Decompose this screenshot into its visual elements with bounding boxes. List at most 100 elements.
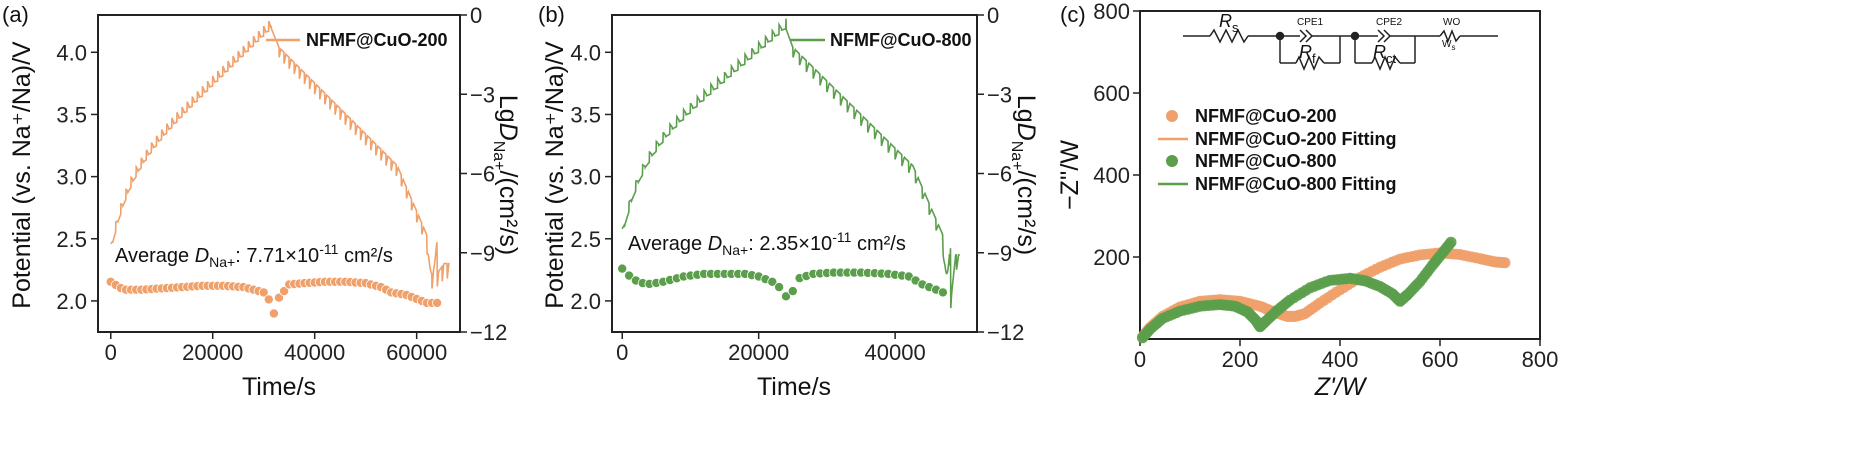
circuit-rs-label: Rs (1219, 11, 1239, 35)
panel-a-potential-curve (110, 20, 450, 289)
panel-a-legend-label: NFMF@CuO-200 (306, 30, 448, 50)
panel-b-average-annotation: Average DNa+: 2.35×10-11 cm²/s (628, 229, 906, 258)
x-tick-label: 20000 (182, 340, 243, 365)
panel-a-label: (a) (2, 2, 29, 27)
panel-c-x-ticks: 0 200 400 600 800 (1134, 339, 1558, 372)
left-y-tick-label: 3.5 (570, 102, 601, 127)
x-tick-label: 40000 (865, 340, 926, 365)
diffusion-point (787, 286, 798, 297)
panel-a-left-y-ticks: 2.0 2.5 3.0 3.5 4.0 (56, 40, 98, 314)
x-tick-label: 40000 (284, 340, 345, 365)
panel-a-x-axis-label: Time/s (242, 373, 316, 401)
left-y-tick-label: 2.5 (570, 227, 601, 252)
x-tick-label: 20000 (728, 340, 789, 365)
nyquist-series-cuo-200 (1137, 247, 1511, 343)
right-y-tick-label: −12 (987, 320, 1024, 345)
panel-c: (c) 0 200 400 600 800 200 400 600 800 Z'/W −Z''… (1056, 0, 1558, 401)
panel-b-legend-label: NFMF@CuO-800 (830, 30, 972, 50)
circuit-rf-label: Rf (1299, 42, 1316, 66)
panel-c-y-axis-label: −Z''/W (1056, 140, 1084, 210)
equivalent-circuit-diagram (1183, 28, 1498, 71)
panel-a-x-ticks: 0 20000 40000 60000 (105, 332, 447, 365)
panel-a-right-y-ticks: −12 −9 −6 −3 0 (460, 3, 507, 345)
right-y-tick-label: −9 (987, 241, 1012, 266)
nyquist-series-cuo-800 (1137, 236, 1457, 344)
x-tick-label: 400 (1322, 347, 1359, 372)
right-y-tick-label: −3 (470, 82, 495, 107)
panel-c-nyquist-series (1137, 236, 1511, 344)
legend-label-cuo-200-fitting: NFMF@CuO-200 Fitting (1195, 129, 1397, 149)
diffusion-point (937, 287, 948, 298)
legend-marker-cuo-200 (1166, 110, 1178, 122)
right-y-tick-label: −9 (470, 241, 495, 266)
left-y-tick-label: 3.0 (56, 165, 87, 190)
left-y-tick-label: 2.5 (56, 227, 87, 252)
y-tick-label: 800 (1093, 0, 1130, 24)
y-tick-label: 400 (1093, 163, 1130, 188)
panel-c-label: (c) (1060, 2, 1086, 27)
x-tick-label: 0 (1134, 347, 1146, 372)
panel-b-label: (b) (538, 2, 565, 27)
panel-b-potential-curve (621, 18, 960, 309)
left-y-tick-label: 3.0 (570, 165, 601, 190)
right-y-tick-label: 0 (470, 3, 482, 28)
diffusion-point (774, 282, 785, 293)
y-tick-label: 200 (1093, 245, 1130, 270)
x-tick-label: 0 (616, 340, 628, 365)
svg-text:LgDNa+/(cm²/s): LgDNa+/(cm²/s) (490, 95, 522, 255)
circuit-w-label: Ws (1442, 39, 1455, 52)
panel-b-left-y-axis-label: Potential (vs. Na⁺/Na)/V (541, 41, 569, 309)
right-y-tick-label: −6 (987, 162, 1012, 187)
left-y-tick-label: 2.0 (570, 289, 601, 314)
right-y-tick-label: −3 (987, 82, 1012, 107)
circuit-cpe1-label: CPE1 (1297, 17, 1324, 28)
panel-a-average-annotation: Average DNa+: 7.71×10-11 cm²/s (115, 241, 393, 270)
diffusion-point (279, 286, 290, 297)
legend-label-cuo-200: NFMF@CuO-200 (1195, 106, 1337, 126)
legend-label-cuo-800-fitting: NFMF@CuO-800 Fitting (1195, 174, 1397, 194)
left-y-tick-label: 2.0 (56, 289, 87, 314)
x-tick-label: 600 (1422, 347, 1459, 372)
panel-c-x-axis-label: Z'/W (1314, 373, 1368, 401)
panel-c-y-ticks: 200 400 600 800 (1093, 0, 1140, 270)
panel-b-x-axis-label: Time/s (757, 373, 831, 401)
x-tick-label: 800 (1522, 347, 1559, 372)
right-y-tick-label: 0 (987, 3, 999, 28)
panel-a: (a) 0 20000 40000 60000 2.0 2.5 3.0 3.5 4.0 −12… (2, 2, 522, 401)
x-tick-label: 200 (1222, 347, 1259, 372)
y-tick-label: 600 (1093, 81, 1130, 106)
legend-label-cuo-800: NFMF@CuO-800 (1195, 151, 1337, 171)
circuit-rct-label: Rct (1373, 42, 1397, 66)
left-y-tick-label: 4.0 (56, 40, 87, 65)
diffusion-point (268, 308, 279, 319)
panel-a-diffusion-points (105, 276, 443, 319)
panel-b-x-ticks: 0 20000 40000 (616, 332, 926, 365)
panel-b-right-y-ticks: −12 −9 −6 −3 0 (977, 3, 1024, 345)
diffusion-point (258, 287, 269, 298)
panel-b-left-y-ticks: 2.0 2.5 3.0 3.5 4.0 (570, 40, 612, 314)
circuit-cpe2-label: CPE2 (1376, 17, 1403, 28)
panel-a-left-y-axis-label: Potential (vs. Na⁺/Na)/V (8, 41, 36, 309)
panel-b-right-y-axis-label: LgDNa+/(cm²/s) (1008, 95, 1040, 255)
diffusion-point (617, 263, 628, 274)
left-y-tick-label: 4.0 (570, 40, 601, 65)
svg-text:LgDNa+/(cm²/s): LgDNa+/(cm²/s) (1008, 95, 1040, 255)
diffusion-point (432, 297, 443, 308)
diffusion-point (263, 294, 274, 305)
panel-c-legend: NFMF@CuO-200 NFMF@CuO-200 Fitting NFMF@C… (1158, 106, 1397, 194)
diffusion-point (781, 291, 792, 302)
x-tick-label: 0 (105, 340, 117, 365)
fitting-line (1141, 241, 1452, 339)
left-y-tick-label: 3.5 (56, 102, 87, 127)
diffusion-point (624, 270, 635, 281)
panel-b: (b) 0 20000 40000 2.02.53.03.54.0 −12−9−6−… (538, 2, 1040, 401)
right-y-tick-label: −12 (470, 320, 507, 345)
right-y-tick-label: −6 (470, 162, 495, 187)
panel-b-diffusion-points (617, 263, 948, 302)
panel-a-right-y-axis-label: LgDNa+/(cm²/s) (490, 95, 522, 255)
diffusion-point (767, 276, 778, 287)
legend-marker-cuo-800 (1166, 155, 1178, 167)
circuit-wo-label: WO (1443, 17, 1460, 28)
diffusion-point (273, 292, 284, 303)
